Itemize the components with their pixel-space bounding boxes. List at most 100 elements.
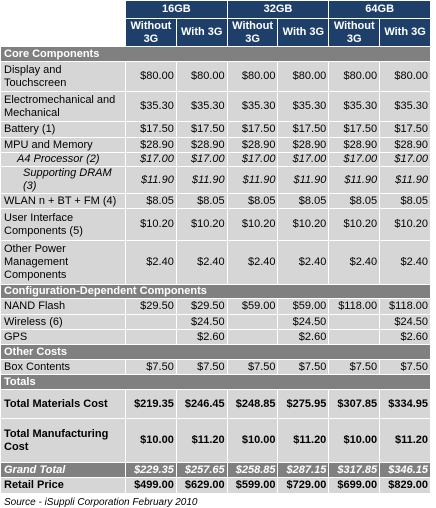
cost-cell: $11.90 bbox=[226, 166, 279, 194]
cost-cell: $2.40 bbox=[328, 240, 381, 285]
row-label: NAND Flash bbox=[0, 298, 126, 315]
cost-cell: $24.50 bbox=[175, 314, 228, 330]
cost-cell: $229.35 bbox=[125, 462, 177, 478]
table-header: 16GB 32GB 64GB Without 3G With 3G Withou… bbox=[0, 0, 431, 47]
data-row: Electromechanical and Mechanical $35.30 $3… bbox=[0, 91, 431, 122]
cost-cell: $11.20 bbox=[175, 418, 228, 463]
cost-cell: $258.85 bbox=[226, 462, 279, 478]
row-label: Retail Price bbox=[0, 477, 126, 494]
data-row: Supporting DRAM (3) $11.90 $11.90 $11.90 $11… bbox=[0, 166, 431, 194]
cost-cell: $28.90 bbox=[226, 137, 279, 153]
group-header: 32GB bbox=[226, 0, 330, 19]
cost-cell: $11.90 bbox=[175, 166, 228, 194]
cost-cell: $80.00 bbox=[277, 61, 330, 92]
cost-cell: $35.30 bbox=[277, 91, 330, 122]
cost-cell: $346.15 bbox=[379, 462, 431, 478]
cost-cell: $7.50 bbox=[379, 359, 431, 375]
data-row: A4 Processor (2) $17.00 $17.00 $17.00 $17.00… bbox=[0, 152, 431, 167]
cost-cell: $307.85 bbox=[328, 389, 381, 419]
cost-cell: $17.50 bbox=[379, 121, 431, 138]
section-row: Core Components bbox=[0, 46, 431, 62]
cost-cell: $29.50 bbox=[175, 298, 228, 315]
cost-cell: $246.45 bbox=[175, 389, 228, 419]
empty-cell bbox=[328, 314, 381, 330]
row-label: Total Manufacturing Cost bbox=[0, 418, 126, 463]
section-title: Other Costs bbox=[0, 344, 431, 360]
cost-cell: $17.50 bbox=[277, 121, 330, 138]
cost-cell: $35.30 bbox=[226, 91, 279, 122]
cost-cell: $29.50 bbox=[125, 298, 177, 315]
cost-cell: $28.90 bbox=[379, 137, 431, 153]
group-header: 16GB bbox=[125, 0, 228, 19]
cost-cell: $10.00 bbox=[226, 418, 279, 463]
subheader: Without 3G bbox=[125, 18, 177, 47]
cost-cell: $2.40 bbox=[277, 240, 330, 285]
cost-cell: $80.00 bbox=[226, 61, 279, 92]
cost-cell: $17.50 bbox=[328, 121, 381, 138]
empty-cell bbox=[328, 329, 381, 345]
cost-cell: $118.00 bbox=[328, 298, 381, 315]
cost-cell: $80.00 bbox=[328, 61, 381, 92]
cost-cell: $10.00 bbox=[328, 418, 381, 463]
data-row: MPU and Memory $28.90 $28.90 $28.90 $28.90 $2… bbox=[0, 137, 431, 153]
cost-cell: $7.50 bbox=[125, 359, 177, 375]
cost-cell: $257.65 bbox=[175, 462, 228, 478]
row-label: Display and Touchscreen bbox=[0, 61, 126, 92]
cost-cell: $829.00 bbox=[379, 477, 431, 494]
subheader-row: Without 3G With 3G Without 3G With 3G Wi… bbox=[0, 18, 431, 47]
row-label: MPU and Memory bbox=[0, 137, 126, 153]
cost-cell: $629.00 bbox=[175, 477, 228, 494]
data-row: Total Manufacturing Cost $10.00 $11.20 $10.… bbox=[0, 418, 431, 463]
data-row: Total Materials Cost $219.35 $246.45 $248.8… bbox=[0, 389, 431, 419]
empty-cell bbox=[226, 329, 279, 345]
empty-cell bbox=[125, 314, 177, 330]
cost-cell: $2.40 bbox=[226, 240, 279, 285]
cost-cell: $24.50 bbox=[379, 314, 431, 330]
data-row: Wireless (6) $24.50 $24.50 $24.50 bbox=[0, 314, 431, 330]
cost-cell: $17.50 bbox=[226, 121, 279, 138]
row-label: Box Contents bbox=[0, 359, 126, 375]
cost-cell: $8.05 bbox=[277, 193, 330, 209]
cost-table: 16GB 32GB 64GB Without 3G With 3G Withou… bbox=[0, 0, 431, 494]
cost-cell: $11.90 bbox=[125, 166, 177, 194]
cost-cell: $8.05 bbox=[379, 193, 431, 209]
cost-cell: $729.00 bbox=[277, 477, 330, 494]
cost-cell: $28.90 bbox=[175, 137, 228, 153]
data-row: Box Contents $7.50 $7.50 $7.50 $7.50 $7.50 $7.… bbox=[0, 359, 431, 375]
cost-cell: $17.00 bbox=[328, 152, 381, 167]
cost-cell: $80.00 bbox=[125, 61, 177, 92]
cost-cell: $699.00 bbox=[328, 477, 381, 494]
row-label: Electromechanical and Mechanical bbox=[0, 91, 126, 122]
section-row: Configuration-Dependent Components bbox=[0, 284, 431, 299]
cost-cell: $80.00 bbox=[175, 61, 228, 92]
cost-cell: $11.20 bbox=[277, 418, 330, 463]
cost-cell: $35.30 bbox=[125, 91, 177, 122]
cost-cell: $10.20 bbox=[226, 208, 279, 241]
cost-cell: $10.00 bbox=[125, 418, 177, 463]
cost-cell: $10.20 bbox=[175, 208, 228, 241]
subheader: With 3G bbox=[379, 18, 431, 47]
row-label: Other Power Management Components bbox=[0, 240, 126, 285]
cost-cell: $248.85 bbox=[226, 389, 279, 419]
cost-cell: $17.00 bbox=[277, 152, 330, 167]
cost-cell: $8.05 bbox=[125, 193, 177, 209]
data-row: Display and Touchscreen $80.00 $80.00 $80.0… bbox=[0, 61, 431, 92]
blank-cell bbox=[0, 0, 126, 19]
data-row: WLAN n + BT + FM (4) $8.05 $8.05 $8.05 $8.05… bbox=[0, 193, 431, 209]
data-row: NAND Flash $29.50 $29.50 $59.00 $59.00 $118.0… bbox=[0, 298, 431, 315]
cost-cell: $17.00 bbox=[125, 152, 177, 167]
cost-cell: $11.20 bbox=[379, 418, 431, 463]
cost-cell: $2.60 bbox=[379, 329, 431, 345]
section-row: Other Costs bbox=[0, 344, 431, 360]
cost-cell: $7.50 bbox=[175, 359, 228, 375]
cost-cell: $219.35 bbox=[125, 389, 177, 419]
cost-cell: $17.50 bbox=[125, 121, 177, 138]
cost-cell: $28.90 bbox=[125, 137, 177, 153]
cost-cell: $17.00 bbox=[226, 152, 279, 167]
row-label: A4 Processor (2) bbox=[0, 152, 126, 167]
cost-cell: $10.20 bbox=[328, 208, 381, 241]
row-label: WLAN n + BT + FM (4) bbox=[0, 193, 126, 209]
cost-cell: $59.00 bbox=[277, 298, 330, 315]
header-row: 16GB 32GB 64GB bbox=[0, 0, 431, 19]
